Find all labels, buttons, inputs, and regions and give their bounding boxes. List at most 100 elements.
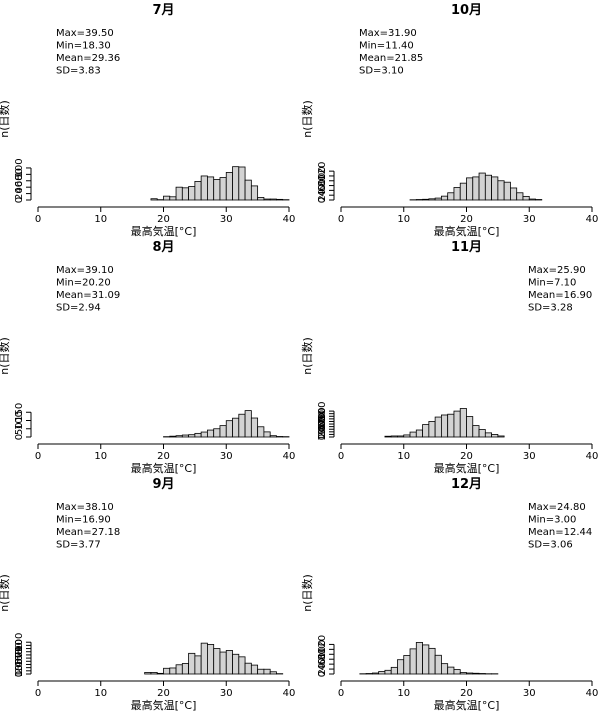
chart-title: 7月: [152, 3, 174, 18]
y-tick-label: 20: [14, 661, 25, 674]
chart-title: 9月: [152, 477, 174, 492]
x-tick-label: 40: [586, 214, 599, 225]
histogram-bar: [213, 179, 221, 201]
x-tick-label: 10: [94, 214, 107, 225]
histogram-bar: [428, 421, 436, 438]
histogram-bar: [257, 426, 265, 438]
histogram-bar: [232, 653, 240, 675]
y-tick-label: 80: [317, 648, 328, 661]
y-tick-label: 80: [14, 168, 25, 181]
histogram-bar: [484, 432, 493, 438]
histogram-bar: [257, 197, 265, 201]
stats-line: Max=25.90: [528, 265, 586, 276]
histogram-bar: [163, 667, 171, 675]
x-tick-label: 30: [220, 688, 233, 699]
x-tick-label: 40: [586, 688, 599, 699]
histogram-bar: [194, 655, 202, 675]
histogram-bar: [150, 198, 158, 201]
x-axis-label: 最高気温[°C]: [434, 224, 500, 238]
histogram-bar: [144, 672, 152, 675]
histogram-bar: [415, 429, 423, 438]
stats-line: Max=39.10: [56, 265, 114, 276]
y-tick-label: 40: [14, 181, 25, 194]
histogram-bar: [238, 656, 246, 675]
histogram-bar: [250, 417, 259, 438]
x-tick-label: 30: [220, 214, 233, 225]
x-tick-label: 0: [338, 214, 344, 225]
histogram-bar: [181, 663, 190, 675]
x-tick-label: 20: [157, 451, 170, 462]
x-tick-label: 30: [523, 214, 536, 225]
stats-line: SD=3.28: [528, 303, 573, 314]
y-tick-label: 30: [317, 423, 328, 436]
histogram-bar: [390, 666, 398, 675]
x-tick-label: 40: [283, 688, 296, 699]
histogram-bar: [225, 420, 233, 438]
histogram-bar: [200, 175, 208, 201]
x-tick-label: 10: [397, 688, 410, 699]
histogram-bar: [453, 669, 461, 675]
stats-line: Min=11.40: [359, 41, 414, 52]
histogram-bar: [207, 429, 215, 438]
histogram-bar: [409, 648, 417, 675]
histogram-bar: [472, 176, 480, 201]
histogram-bar: [163, 195, 171, 201]
histogram-bar: [194, 432, 202, 438]
chart-title: 12月: [451, 477, 482, 492]
y-tick-label: 20: [317, 189, 328, 202]
y-tick-label: 40: [14, 655, 25, 668]
y-tick-label: 50: [317, 418, 328, 431]
chart-title: 11月: [451, 240, 482, 255]
histogram-bar: [194, 181, 202, 201]
histogram-bar: [434, 197, 442, 201]
histogram-bar: [169, 667, 177, 675]
stats-line: Min=20.20: [56, 278, 111, 289]
x-tick-label: 30: [220, 451, 233, 462]
y-tick-label: 40: [317, 184, 328, 197]
y-tick-label: 20: [14, 187, 25, 200]
histogram-bar: [403, 434, 411, 438]
stats-line: Mean=29.36: [56, 53, 120, 64]
y-tick-label: 60: [14, 174, 25, 187]
histogram-bar: [447, 666, 455, 675]
histogram-bar: [428, 198, 436, 201]
histogram-bar: [528, 198, 536, 201]
y-axis-label: n(日数): [301, 337, 314, 375]
histogram-bar: [188, 434, 196, 438]
histogram-bar: [175, 186, 183, 201]
y-tick-label: 100: [317, 402, 328, 421]
histogram-bar: [150, 672, 158, 675]
y-tick-label: 100: [14, 633, 25, 652]
stats-line: Min=3.00: [528, 515, 576, 526]
y-tick-label: 60: [317, 415, 328, 428]
histogram-bar: [384, 435, 392, 438]
y-tick-label: 40: [317, 658, 328, 671]
histogram-bar: [478, 429, 486, 438]
x-tick-label: 0: [35, 688, 41, 699]
y-tick-label: 50: [14, 422, 25, 435]
histogram-bar: [238, 413, 246, 438]
histogram-bar: [459, 408, 467, 438]
y-tick-label: 100: [317, 166, 328, 185]
x-tick-label: 40: [283, 451, 296, 462]
x-tick-label: 20: [460, 451, 473, 462]
histogram-bar: [269, 671, 277, 675]
histogram-bar: [250, 664, 259, 675]
histogram-bar: [207, 176, 215, 201]
histogram-bar: [269, 435, 277, 438]
histogram-bar: [497, 180, 505, 201]
histogram-bar: [213, 648, 221, 675]
y-tick-label: 0: [14, 197, 25, 203]
histogram-bar: [453, 410, 461, 438]
x-tick-label: 0: [338, 688, 344, 699]
histogram-bar: [276, 198, 284, 201]
histogram-bar: [522, 195, 530, 201]
histogram-bar: [219, 177, 227, 201]
histogram-bar: [466, 672, 474, 675]
stats-line: Mean=21.85: [359, 53, 423, 64]
y-tick-label: 0: [317, 197, 328, 203]
histogram-bar: [422, 424, 430, 438]
y-axis-label: n(日数): [0, 337, 11, 375]
x-tick-label: 30: [523, 688, 536, 699]
